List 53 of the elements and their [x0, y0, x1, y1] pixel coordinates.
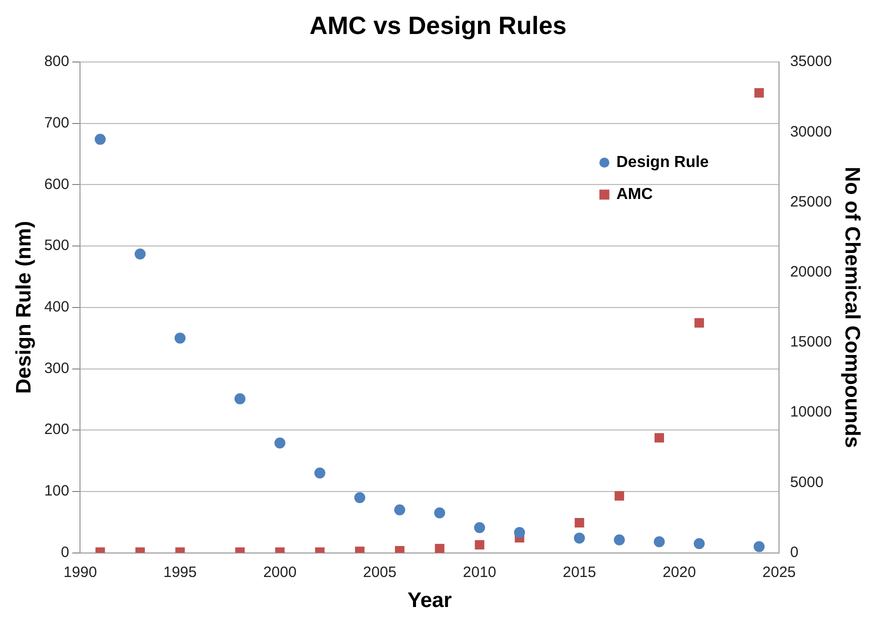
legend-label: Design Rule	[616, 154, 709, 172]
point	[354, 492, 366, 504]
x-tick-label: 2015	[562, 564, 596, 581]
point	[434, 544, 444, 553]
y-tick-label: 300	[44, 360, 70, 377]
point	[754, 541, 765, 552]
chart-title: AMC vs Design Rules	[309, 12, 567, 40]
x-tick-label: 2005	[363, 564, 396, 581]
point	[394, 504, 406, 516]
legend-label: AMC	[616, 186, 654, 204]
y2-tick-label: 30000	[790, 123, 832, 140]
x-tick-label: 2000	[263, 564, 297, 581]
y-tick-label: 0	[60, 544, 70, 561]
point	[434, 507, 446, 518]
y2-tick-label: 20000	[790, 263, 832, 280]
point	[694, 318, 704, 328]
point	[574, 532, 585, 544]
y2-tick-label: 35000	[790, 53, 832, 70]
point	[234, 393, 246, 404]
point	[94, 134, 106, 145]
y-tick-label: 500	[44, 237, 70, 254]
y-tick-label: 200	[44, 421, 70, 438]
point	[614, 491, 624, 501]
y-tick-label: 700	[44, 114, 70, 132]
y2-axis-title: No of Chemical Compounds	[840, 166, 864, 448]
point	[174, 332, 186, 344]
y2-tick-label: 25000	[790, 193, 832, 210]
point	[654, 433, 664, 443]
x-tick-label: 1990	[64, 564, 97, 581]
point	[514, 527, 526, 538]
point	[654, 536, 665, 548]
y2-tick-label: 10000	[790, 404, 832, 421]
point	[134, 248, 146, 260]
y-axis-title: Design Rule (nm)	[12, 221, 36, 394]
point	[314, 468, 326, 479]
x-tick-label: 2025	[762, 564, 796, 581]
x-tick-label: 2020	[662, 564, 696, 581]
x-tick-label: 2010	[462, 564, 496, 581]
x-axis-title: Year	[407, 589, 452, 612]
y2-tick-label: 0	[790, 544, 798, 561]
y-tick-label: 400	[44, 298, 70, 316]
point	[274, 437, 286, 448]
y-tick-label: 800	[44, 53, 70, 70]
y-tick-label: 600	[44, 176, 70, 193]
x-tick-label: 1995	[163, 564, 197, 581]
y2-tick-label: 5000	[790, 474, 824, 491]
y-tick-label: 100	[44, 482, 70, 500]
y2-tick-label: 15000	[790, 334, 832, 351]
point	[754, 88, 764, 98]
point	[694, 538, 705, 550]
point	[614, 534, 625, 546]
point	[394, 546, 404, 553]
point	[474, 522, 486, 534]
